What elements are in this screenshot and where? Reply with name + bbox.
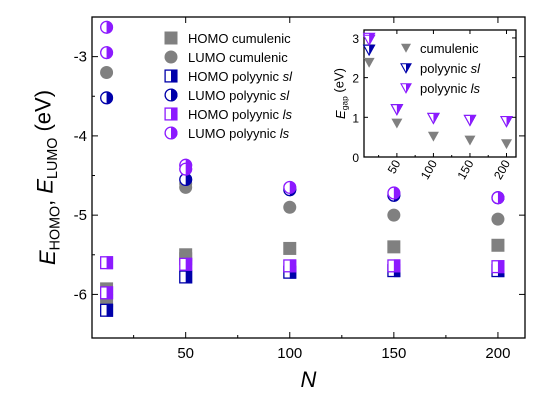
data-point (387, 186, 401, 200)
inset-legend-label: cumulenic (420, 41, 479, 56)
inset-y-tick-label: 0 (352, 151, 359, 165)
data-point (179, 270, 193, 284)
legend-marker (164, 31, 178, 45)
data-point (100, 20, 114, 34)
inset-data-point (463, 114, 477, 127)
x-axis-title: N (301, 367, 317, 392)
inset-data-point (362, 34, 376, 47)
x-tick-label: 150 (381, 345, 406, 362)
data-point (100, 65, 114, 79)
inset-x-tick-label: 150 (454, 157, 476, 182)
inset-legend-label: polyynic sl (420, 61, 481, 76)
inset-y-axis-title: Egap (eV) (332, 68, 350, 119)
legend-label: LUMO polyynic sl (188, 88, 290, 103)
legend-label: HOMO polyynic sl (188, 69, 293, 84)
series-0 (100, 238, 505, 308)
legend-label: LUMO cumulenic (188, 50, 288, 65)
y-tick-label: -4 (74, 128, 87, 145)
legend-label: HOMO cumulenic (188, 31, 291, 46)
data-point (179, 162, 193, 176)
x-tick-label: 50 (177, 345, 194, 362)
inset-x-tick-label: 100 (418, 157, 440, 182)
inset-x-tick-label: 50 (385, 157, 404, 176)
legend: HOMO cumulenic LUMO cumulenic HOMO polyyni… (164, 31, 293, 141)
series-2 (100, 264, 505, 317)
inset-data-point (500, 116, 513, 128)
inset-data-point (427, 131, 439, 142)
inset-series-2 (362, 32, 513, 128)
data-point (491, 260, 505, 274)
legend-marker (164, 126, 178, 140)
data-point (100, 256, 114, 270)
data-point (283, 259, 297, 273)
inset-y-tick-label: 1 (352, 111, 359, 125)
legend-marker (164, 69, 178, 83)
data-point (283, 200, 297, 214)
series-5 (100, 20, 505, 205)
legend-label: HOMO polyynic ls (188, 107, 293, 122)
series-1 (100, 65, 505, 226)
data-point (179, 257, 193, 271)
inset-background (364, 30, 516, 157)
legend-label: LUMO polyynic ls (188, 126, 290, 141)
x-tick-label: 100 (277, 345, 302, 362)
data-point (283, 241, 297, 255)
y-axis-title: EHOMO, ELUMO (eV) (30, 90, 63, 265)
data-point (283, 180, 297, 194)
inset-data-point (363, 57, 375, 68)
inset-data-point (501, 139, 512, 150)
y-tick-label: -3 (74, 49, 87, 66)
plot-frame (91, 16, 526, 339)
inset-legend: cumulenic polyynic sl polyynic ls (400, 41, 481, 96)
inset-legend-marker (400, 63, 412, 74)
data-point (387, 259, 401, 273)
inset-x-tick-label: 200 (491, 157, 513, 182)
inset-data-point (391, 118, 403, 129)
y-tick-label: -5 (74, 207, 87, 224)
legend-marker (164, 107, 178, 121)
inset-plot-frame (363, 29, 517, 158)
data-point (100, 46, 114, 60)
inset-gap-plot: 50 100 150 200 0 1 2 3 Egap (eV) cumulenic polyyni… (332, 29, 517, 182)
inset-data-point (390, 104, 404, 116)
legend-marker (164, 50, 178, 64)
inset-data-point (464, 135, 476, 146)
inset-y-tick-label: 3 (352, 32, 359, 46)
data-point (100, 303, 114, 317)
data-point (387, 208, 401, 222)
y-tick-label: -6 (74, 286, 87, 303)
inset-legend-label: polyynic ls (420, 81, 480, 96)
inset-y-tick-label: 2 (352, 72, 359, 86)
inset-legend-marker (401, 43, 411, 53)
data-point (491, 212, 505, 226)
inset-legend-marker (400, 83, 412, 94)
data-point (100, 91, 114, 105)
inset-data-point (426, 112, 440, 125)
data-point (100, 286, 114, 300)
series-4 (100, 256, 505, 300)
data-point (491, 191, 505, 205)
legend-marker (164, 88, 178, 102)
data-point (491, 238, 505, 252)
data-point (387, 240, 401, 254)
x-tick-label: 200 (485, 345, 510, 362)
